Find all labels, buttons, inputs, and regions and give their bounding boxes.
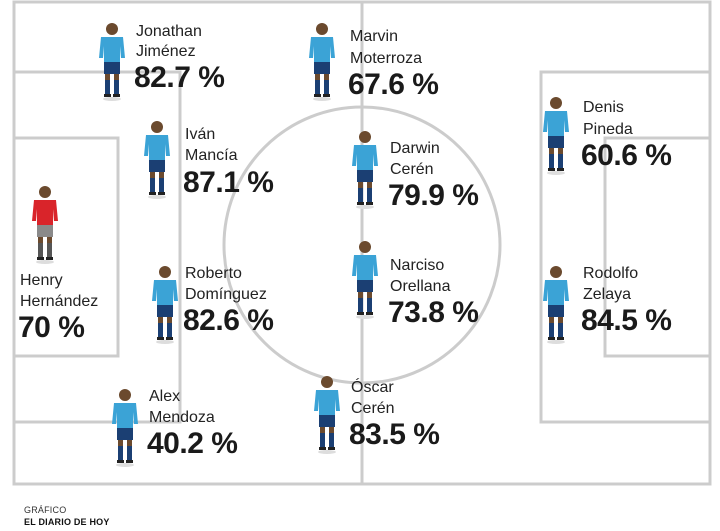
player-last-name: Jiménez <box>136 43 196 60</box>
player-percentage: 60.6 % <box>581 139 672 172</box>
player-figure-icon <box>309 23 335 101</box>
right-goal-area <box>603 136 712 358</box>
player-percentage: 79.9 % <box>388 179 479 212</box>
player-percentage: 40.2 % <box>147 427 238 460</box>
player-first-name: Narciso <box>390 257 445 274</box>
player-figure-icon <box>99 23 125 101</box>
player-last-name: Orellana <box>390 278 451 295</box>
center-circle <box>222 105 502 385</box>
player-first-name: Jonathan <box>136 23 202 40</box>
player-figure-icon <box>543 97 569 175</box>
player-last-name: Pineda <box>583 121 633 138</box>
player-figure-icon <box>543 266 569 344</box>
player-first-name: Henry <box>20 272 63 289</box>
player-figure-icon <box>152 266 178 344</box>
player-first-name: Alex <box>149 388 181 405</box>
keeper-figure-icon <box>32 186 58 264</box>
player-last-name: Mendoza <box>149 409 215 426</box>
player-percentage: 84.5 % <box>581 304 672 337</box>
player-first-name: Iván <box>185 126 216 143</box>
player-figure-icon <box>112 389 138 467</box>
player-last-name: Moterroza <box>350 50 423 67</box>
player-last-name: Domínguez <box>185 286 267 303</box>
player-last-name: Hernández <box>20 293 99 310</box>
credit-label: GRÁFICO <box>24 505 67 515</box>
player-last-name: Cerén <box>351 400 395 417</box>
player-figure-icon <box>352 241 378 319</box>
player-figure-icon <box>352 131 378 209</box>
player-percentage: 73.8 % <box>388 296 479 329</box>
player-percentage: 70 % <box>18 311 85 344</box>
player-first-name: Rodolfo <box>583 265 639 282</box>
left-goal-area <box>12 136 120 358</box>
player-first-name: Roberto <box>185 265 242 282</box>
player-last-name: Cerén <box>390 161 434 178</box>
player-first-name: Darwin <box>390 140 440 157</box>
player-percentage: 87.1 % <box>183 166 274 199</box>
player-percentage: 82.6 % <box>183 304 274 337</box>
player-figure-icon <box>314 376 340 454</box>
player-last-name: Zelaya <box>583 286 632 303</box>
player-first-name: Marvin <box>350 28 399 45</box>
player-first-name: Óscar <box>351 379 394 396</box>
player-last-name: Mancía <box>185 147 238 164</box>
player-figure-icon <box>144 121 170 199</box>
player-percentage: 67.6 % <box>348 68 439 101</box>
player-percentage: 82.7 % <box>134 61 225 94</box>
player-percentage: 83.5 % <box>349 418 440 451</box>
credit-source: EL DIARIO DE HOY <box>24 517 110 527</box>
player-first-name: Denis <box>583 99 624 116</box>
